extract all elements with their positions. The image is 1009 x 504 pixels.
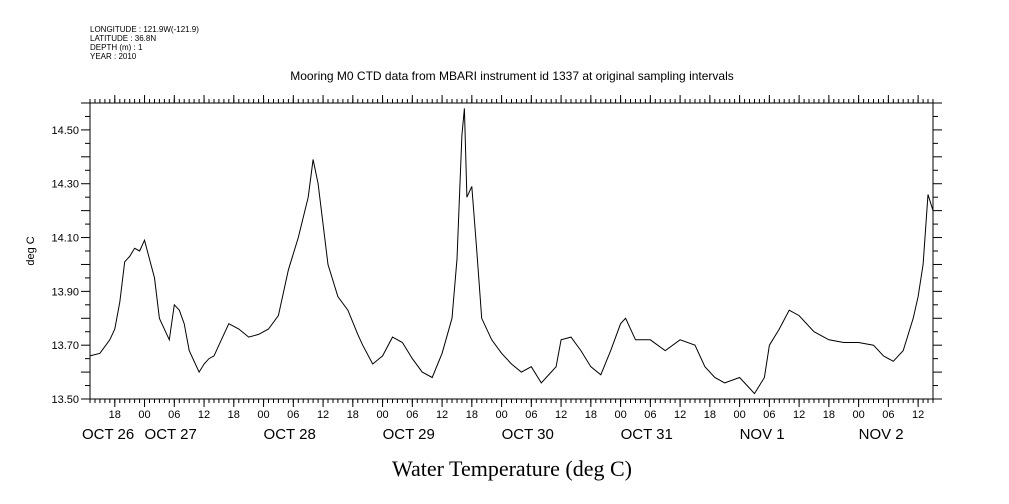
x-hour-tick-label: 06: [644, 409, 656, 421]
x-hour-tick-label: 00: [495, 409, 507, 421]
x-hour-tick-label: 18: [109, 409, 121, 421]
x-day-label: NOV 1: [740, 426, 785, 443]
x-hour-tick-label: 18: [228, 409, 240, 421]
x-day-label: OCT 26: [82, 426, 134, 443]
x-hour-tick-label: 06: [882, 409, 894, 421]
x-hour-tick-label: 06: [406, 409, 418, 421]
x-hour-tick-label: 12: [198, 409, 210, 421]
x-axis-label: Water Temperature (deg C): [392, 456, 632, 481]
y-tick-label: 13.50: [51, 394, 79, 406]
x-hour-tick-label: 12: [555, 409, 567, 421]
year-label: YEAR : 2010: [90, 52, 137, 61]
y-tick-label: 13.70: [51, 340, 79, 352]
x-hour-labels: 18 00 06 12 18 00 06 12 18 00 06 12 18 00 06 12 18 00 06 12…: [109, 409, 925, 421]
x-day-label: OCT 28: [264, 426, 316, 443]
x-hour-tick-label: 00: [376, 409, 388, 421]
depth-label: DEPTH (m) : 1: [90, 43, 143, 52]
x-hour-tick-label: 06: [168, 409, 180, 421]
longitude-label: LONGITUDE : 121.9W(-121.9): [90, 25, 199, 34]
x-day-label: OCT 29: [383, 426, 435, 443]
plot-frame: [89, 102, 934, 400]
x-hour-tick-label: 00: [614, 409, 626, 421]
x-hour-tick-label: 18: [704, 409, 716, 421]
x-day-label: OCT 31: [621, 426, 673, 443]
x-hour-tick-label: 06: [763, 409, 775, 421]
x-hour-tick-label: 00: [733, 409, 745, 421]
series-line: [89, 108, 934, 395]
y-tick-label: 13.90: [51, 286, 79, 298]
x-hour-tick-label: 18: [466, 409, 478, 421]
x-hour-tick-label: 18: [585, 409, 597, 421]
x-hour-tick-label: 12: [317, 409, 329, 421]
x-day-labels: OCT 26 OCT 27 OCT 28 OCT 29 OCT 30 OCT 31 NOV …: [82, 426, 904, 443]
x-hour-tick-label: 00: [852, 409, 864, 421]
latitude-label: LATITUDE : 36.8N: [90, 34, 156, 43]
x-hour-tick-label: 18: [347, 409, 359, 421]
x-day-label: NOV 2: [859, 426, 904, 443]
x-hour-tick-label: 06: [287, 409, 299, 421]
y-tick-label: 14.50: [51, 125, 79, 137]
y-tick-label: 14.30: [51, 179, 79, 191]
y-tick-label: 14.10: [51, 233, 79, 245]
x-hour-tick-label: 18: [823, 409, 835, 421]
x-hour-tick-label: 06: [525, 409, 537, 421]
x-day-label: OCT 27: [145, 426, 197, 443]
x-day-label: OCT 30: [502, 426, 554, 443]
x-hour-tick-label: 12: [793, 409, 805, 421]
x-hour-tick-label: 12: [912, 409, 924, 421]
y-tick-labels: 13.50 13.70 13.90 14.10 14.30 14.50: [51, 125, 79, 406]
x-hour-tick-label: 00: [138, 409, 150, 421]
x-hour-tick-label: 12: [674, 409, 686, 421]
y-axis-label: deg C: [25, 236, 37, 265]
x-hour-tick-label: 00: [257, 409, 269, 421]
x-hour-tick-label: 12: [436, 409, 448, 421]
chart-title: Mooring M0 CTD data from MBARI instrumen…: [290, 69, 734, 83]
axis-ticks: [81, 95, 942, 407]
